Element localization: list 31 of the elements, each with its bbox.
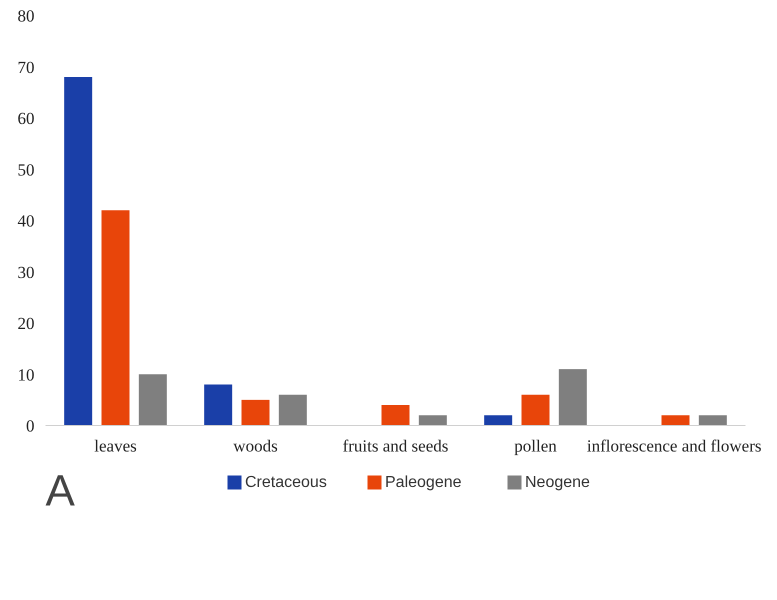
- y-tick-label: 20: [18, 314, 34, 333]
- legend-label: Paleogene: [385, 474, 462, 491]
- bar: [484, 415, 512, 426]
- bar: [698, 415, 727, 426]
- legend-label: Neogene: [525, 474, 590, 491]
- legend-label: Cretaceous: [245, 474, 327, 491]
- x-tick-label: leaves: [94, 436, 137, 456]
- y-tick-label: 40: [18, 212, 34, 230]
- bar: [204, 384, 232, 426]
- bar: [138, 374, 167, 426]
- y-tick-label: 0: [26, 416, 34, 436]
- bar: [278, 394, 307, 426]
- bar: [64, 77, 92, 426]
- y-tick-label: 30: [18, 262, 34, 282]
- bar: [418, 415, 447, 426]
- bar: [102, 210, 130, 426]
- bar: [242, 400, 270, 426]
- text: A: [46, 466, 76, 516]
- bar: [558, 369, 587, 426]
- y-tick-label: 80: [18, 6, 34, 26]
- bar: [522, 394, 550, 426]
- y-tick-label: 50: [18, 160, 34, 180]
- x-tick-label: pollen: [514, 436, 558, 456]
- x-tick-label: fruits and seeds: [342, 436, 448, 456]
- bar: [382, 405, 410, 426]
- bar: [662, 415, 690, 426]
- y-tick-label: 60: [18, 109, 34, 128]
- y-tick-label: 10: [18, 365, 34, 384]
- x-tick-label: inflorescence and flowers: [586, 436, 762, 456]
- y-tick-label: 70: [18, 58, 34, 77]
- x-tick-label: woods: [233, 436, 278, 456]
